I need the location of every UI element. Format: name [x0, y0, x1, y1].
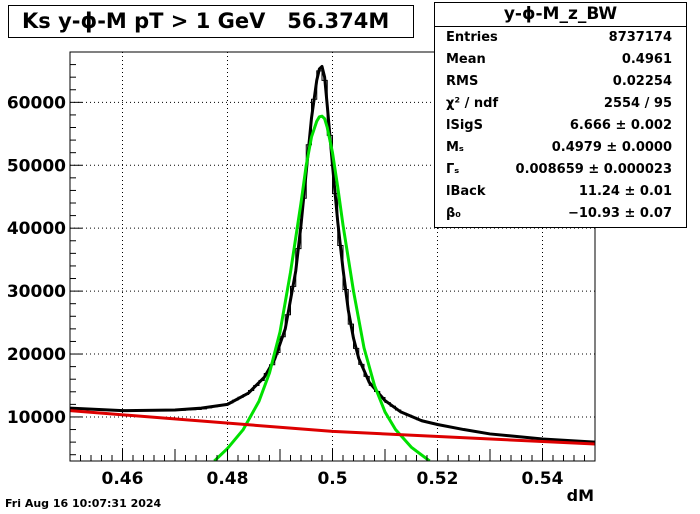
- stats-value: 6.666 ± 0.002: [569, 118, 672, 133]
- stats-label: Mₛ: [446, 140, 464, 155]
- y-tick-label: 10000: [7, 408, 66, 428]
- stats-label: Entries: [446, 30, 498, 45]
- y-tick-label: 60000: [7, 93, 66, 113]
- timestamp: Fri Aug 16 10:07:31 2024: [5, 497, 162, 510]
- stats-row: RMS 0.02254: [435, 71, 686, 93]
- y-tick-label: 40000: [7, 219, 66, 239]
- stats-value: 0.008659 ± 0.000023: [515, 162, 672, 177]
- stats-label: Mean: [446, 52, 486, 67]
- stats-row: Mₛ 0.4979 ± 0.0000: [435, 137, 686, 159]
- stats-row: β₀ −10.93 ± 0.07: [435, 203, 686, 225]
- signal-line: [213, 114, 431, 461]
- axes: 0.46 0.48 0.5 0.52 0.54 10000 20000 30000 40000 5…: [7, 64, 596, 489]
- stats-value: 0.4961: [621, 52, 672, 67]
- stats-label: lSigS: [446, 118, 483, 133]
- stats-row: Mean 0.4961: [435, 49, 686, 71]
- series-layer: [70, 64, 595, 461]
- stats-value: 2554 / 95: [603, 96, 672, 111]
- x-tick-label: 0.48: [207, 469, 249, 489]
- stats-row: lBack 11.24 ± 0.01: [435, 181, 686, 203]
- x-tick-label: 0.46: [102, 469, 144, 489]
- stats-row: χ² / ndf 2554 / 95: [435, 93, 686, 115]
- background-line: [70, 409, 595, 446]
- stats-box: y-ϕ-M_z_BW Entries 8737174 Mean 0.4961 RMS 0.…: [434, 2, 687, 228]
- stats-value: 0.02254: [612, 74, 672, 89]
- stats-label: χ² / ndf: [446, 96, 499, 111]
- stats-label: β₀: [446, 206, 461, 221]
- chart-title: Ks y-ϕ-M pT > 1 GeV 56.374M: [8, 5, 414, 38]
- stats-value: −10.93 ± 0.07: [567, 206, 672, 221]
- stats-row: Entries 8737174: [435, 27, 686, 49]
- stats-row: Γₛ 0.008659 ± 0.000023: [435, 159, 686, 181]
- x-axis-label: dM: [567, 486, 594, 505]
- stats-label: lBack: [446, 184, 486, 199]
- stats-row: lSigS 6.666 ± 0.002: [435, 115, 686, 137]
- x-tick-label: 0.54: [522, 469, 564, 489]
- y-tick-label: 50000: [7, 156, 66, 176]
- y-tick-label: 20000: [7, 345, 66, 365]
- total-fit-line: [70, 64, 595, 444]
- stats-value: 11.24 ± 0.01: [578, 184, 672, 199]
- y-tick-label: 30000: [7, 282, 66, 302]
- stats-label: Γₛ: [446, 162, 460, 177]
- x-tick-label: 0.52: [417, 469, 459, 489]
- stats-box-title: y-ϕ-M_z_BW: [435, 3, 686, 27]
- stats-value: 8737174: [608, 30, 672, 45]
- x-tick-label: 0.5: [317, 469, 347, 489]
- stats-value: 0.4979 ± 0.0000: [551, 140, 672, 155]
- stats-label: RMS: [446, 74, 479, 89]
